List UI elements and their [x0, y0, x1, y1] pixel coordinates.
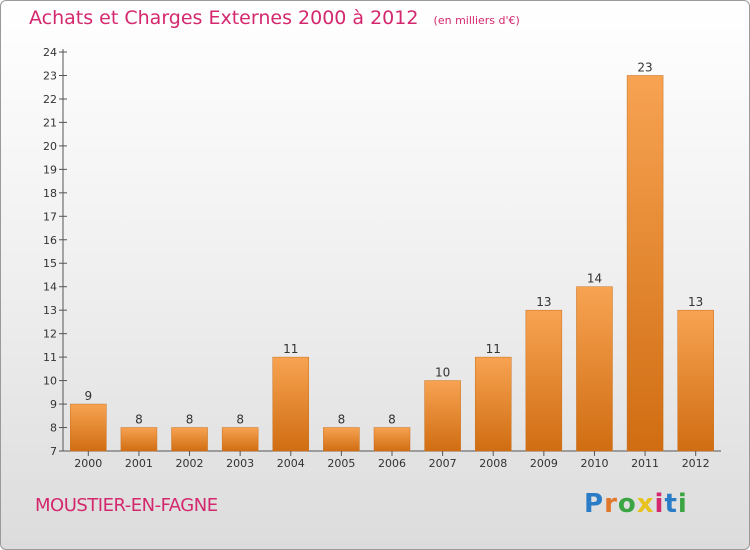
x-tick-label-2009: 2009 [530, 457, 558, 470]
x-tick-label-2010: 2010 [580, 457, 608, 470]
x-tick-label-2000: 2000 [74, 457, 102, 470]
data-label-2002: 8 [186, 413, 194, 427]
data-label-2006: 8 [388, 413, 396, 427]
y-tick-label-10: 10 [43, 375, 57, 388]
data-label-2001: 8 [135, 413, 143, 427]
data-label-2011: 23 [637, 60, 652, 74]
x-tick-label-2012: 2012 [682, 457, 710, 470]
y-tick-label-12: 12 [43, 328, 57, 341]
y-tick-label-24: 24 [43, 46, 57, 59]
x-tick-label-2011: 2011 [631, 457, 659, 470]
bar-2001 [120, 427, 158, 452]
bar-2005 [323, 427, 360, 452]
y-tick-label-13: 13 [43, 304, 57, 317]
x-tick-label-2003: 2003 [226, 457, 254, 470]
y-tick-label-16: 16 [43, 234, 57, 247]
data-label-2007: 10 [435, 366, 450, 380]
x-tick-label-2008: 2008 [479, 457, 507, 470]
data-label-2010: 14 [587, 272, 602, 286]
y-tick-label-14: 14 [43, 281, 57, 294]
x-tick-label-2007: 2007 [429, 457, 457, 470]
y-tick-label-7: 7 [50, 445, 57, 458]
data-label-2005: 8 [338, 413, 346, 427]
bar-2004 [272, 356, 310, 452]
x-tick-label-2002: 2002 [176, 457, 204, 470]
x-tick-label-2006: 2006 [378, 457, 406, 470]
bar-2002 [171, 427, 208, 452]
bar-2007 [424, 380, 461, 452]
y-tick-label-23: 23 [43, 69, 57, 82]
y-tick-label-15: 15 [43, 257, 57, 270]
bar-2008 [474, 356, 512, 452]
bar-2003 [221, 427, 259, 452]
y-tick-label-8: 8 [50, 422, 57, 435]
data-label-2000: 9 [84, 389, 92, 403]
x-tick-label-2001: 2001 [125, 457, 153, 470]
y-tick-label-11: 11 [43, 351, 57, 364]
data-label-2004: 11 [283, 342, 298, 356]
x-tick-label-2004: 2004 [277, 457, 305, 470]
y-tick-label-19: 19 [43, 163, 57, 176]
y-tick-label-17: 17 [43, 210, 57, 223]
y-tick-label-21: 21 [43, 116, 57, 129]
y-tick-label-20: 20 [43, 140, 57, 153]
commune-name: MOUSTIER-EN-FAGNE [35, 495, 218, 516]
y-tick-label-18: 18 [43, 187, 57, 200]
y-tick-label-9: 9 [50, 398, 57, 411]
x-tick-label-2005: 2005 [327, 457, 355, 470]
data-label-2003: 8 [236, 413, 244, 427]
bar-2010 [576, 286, 613, 452]
data-label-2008: 11 [486, 342, 501, 356]
bar-2012 [677, 309, 714, 452]
data-label-2009: 13 [536, 295, 551, 309]
bar-2009 [525, 309, 563, 452]
bar-2000 [70, 403, 107, 452]
bar-2011 [626, 75, 664, 452]
data-label-2012: 13 [688, 295, 703, 309]
chart-unit-text: (en milliers d'€) [433, 14, 520, 27]
y-tick-label-22: 22 [43, 93, 57, 106]
bar-2006 [373, 427, 411, 452]
chart-title: Achats et Charges Externes 2000 à 2012 (… [29, 7, 520, 29]
proxiti-logo: Proxiti [584, 489, 688, 519]
chart-title-text: Achats et Charges Externes 2000 à 2012 [29, 7, 419, 29]
